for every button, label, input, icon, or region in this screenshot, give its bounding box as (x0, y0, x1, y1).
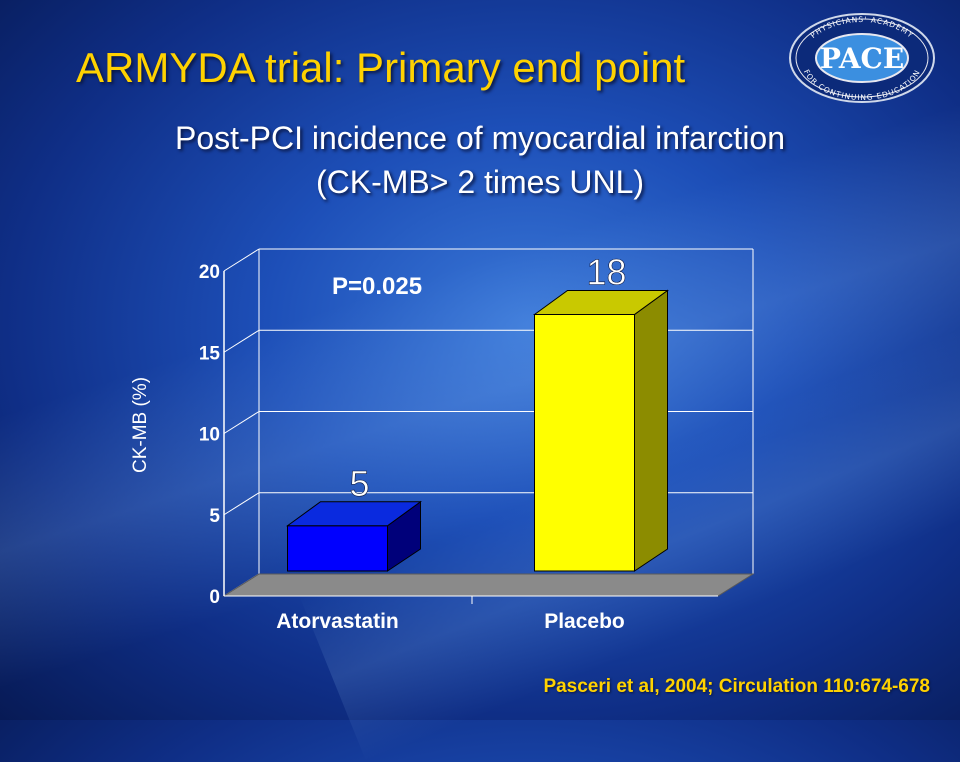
data-label-placebo: 18 (586, 252, 626, 293)
bar-top-0 (285, 501, 423, 527)
bar-side-1 (634, 289, 668, 572)
p-value-annotation: P=0.025 (332, 273, 422, 300)
pace-logo: PHYSICIANS' ACADEMY FOR CONTINUING EDUCA… (789, 13, 935, 103)
slide-title: ARMYDA trial: Primary end point (76, 44, 686, 91)
bar-chart: 0 5 10 15 20 CK-MB (%) 5 Atorvastatin 18 Placebo P… (130, 248, 755, 633)
bar-atorvastatin (285, 500, 423, 572)
y-tick-label-10: 10 (199, 425, 220, 446)
left-wall-line-10 (223, 411, 260, 434)
left-wall-line-5 (223, 492, 260, 516)
chart-floor (222, 573, 755, 597)
data-label-atorvastatin: 5 (349, 463, 369, 504)
logo-main-text: PACE (820, 42, 904, 75)
subtitle-line-2: (CK-MB> 2 times UNL) (315, 164, 645, 200)
bar-front-1 (534, 314, 635, 572)
y-tick-label-5: 5 (209, 506, 220, 527)
x-tick-label-atorvastatin: Atorvastatin (276, 610, 399, 633)
citation: Pasceri et al, 2004; Circulation 110:674… (543, 676, 930, 697)
y-tick-label-20: 20 (199, 262, 220, 283)
bar-top-1 (532, 290, 670, 315)
subtitle-line-1: Post-PCI incidence of myocardial infarct… (174, 120, 786, 156)
left-wall-line-20 (223, 248, 260, 272)
y-axis-label: CK-MB (%) (130, 377, 151, 473)
x-tick-label-placebo: Placebo (544, 610, 625, 633)
y-tick-label-15: 15 (199, 343, 221, 364)
left-wall-line-15 (223, 329, 260, 353)
bar-placebo (532, 289, 670, 572)
bar-front-0 (287, 525, 388, 572)
y-tick-label-0: 0 (209, 587, 220, 608)
slide-subtitle: Post-PCI incidence of myocardial infarct… (60, 116, 900, 204)
